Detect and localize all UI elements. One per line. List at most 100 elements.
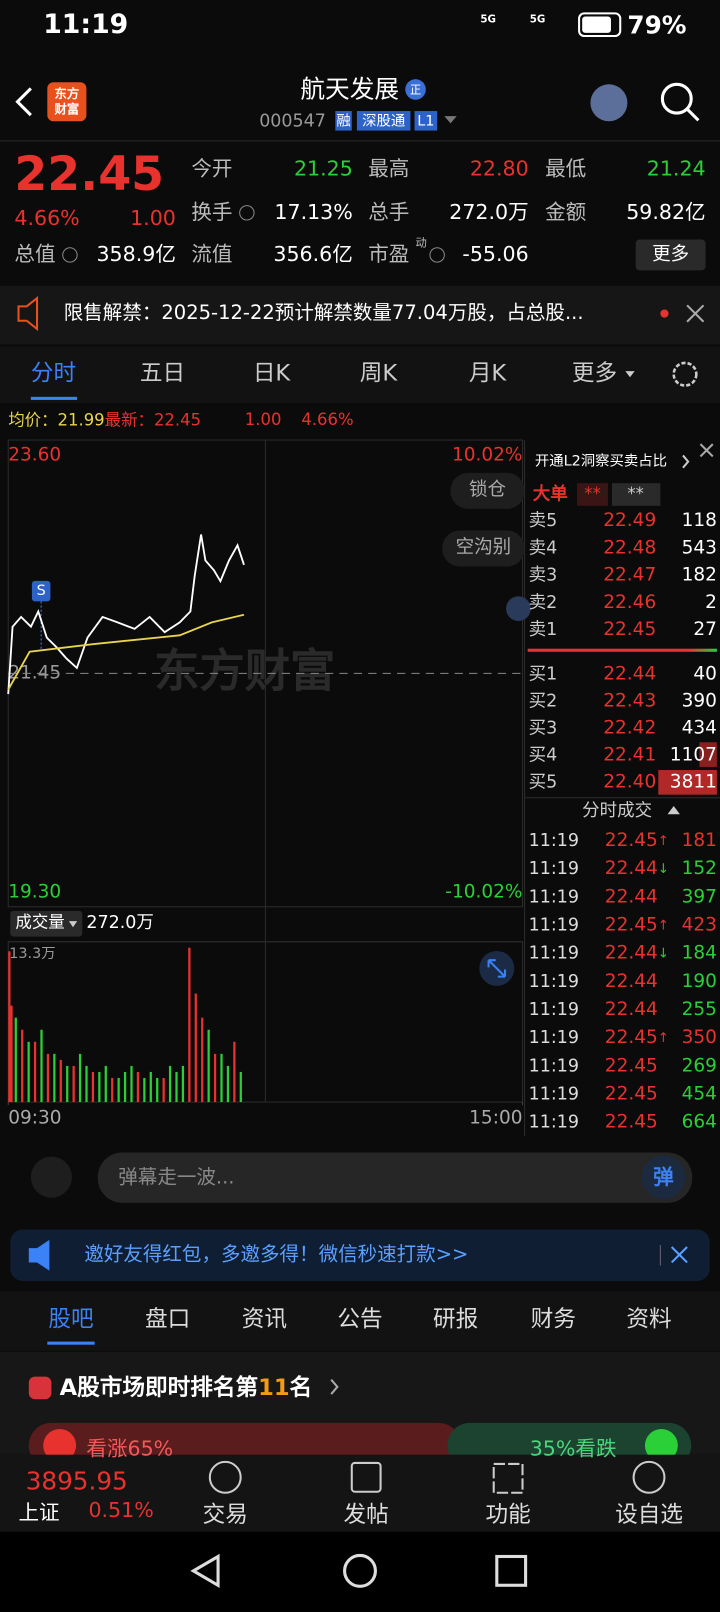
sections-bg (0, 1291, 720, 1351)
book-volume: 182 (682, 565, 717, 586)
section-tab[interactable]: 公告 (337, 1307, 382, 1333)
volume-bar (104, 1065, 107, 1103)
notice-bg (0, 285, 720, 345)
volume-bar (111, 1077, 114, 1103)
chart-tab[interactable]: 日K (253, 361, 292, 387)
system-home[interactable] (343, 1553, 377, 1588)
info-icon[interactable] (429, 247, 445, 263)
expand-glyph (487, 959, 507, 978)
book-volume: 40 (693, 663, 717, 684)
chart-tab[interactable]: 周K (360, 361, 399, 387)
section-tab[interactable]: 资讯 (242, 1307, 287, 1333)
volume-bar (233, 1041, 236, 1103)
book-price: 22.40 (603, 772, 656, 793)
section-tab[interactable]: 研报 (433, 1307, 478, 1333)
section-tab[interactable]: 股吧 (48, 1307, 93, 1333)
volume-bar (149, 1071, 152, 1103)
trade-price: 22.45 (605, 1083, 658, 1104)
chart-button[interactable]: 锁仓 (469, 479, 506, 500)
danmaku-button[interactable]: 弹 (653, 1165, 674, 1189)
banner-bg[interactable] (10, 1229, 710, 1281)
trade-time: 11:19 (529, 972, 579, 992)
bear-button[interactable] (644, 1429, 678, 1462)
assistant-icon[interactable] (590, 84, 628, 122)
chart-tab[interactable]: 月K (469, 361, 508, 387)
bear-pct: 35% (530, 1437, 576, 1461)
danmaku-button-bg[interactable] (641, 1155, 686, 1199)
book-volume: 1107 (670, 745, 717, 766)
volume-bar (201, 1017, 204, 1103)
more-button-bg[interactable] (635, 239, 706, 271)
system-back[interactable] (190, 1553, 220, 1588)
trade-price: 22.44 (605, 886, 658, 907)
nav-item[interactable]: 发帖 (344, 1502, 389, 1528)
more-button[interactable]: 更多 (652, 244, 689, 265)
danmaku-placeholder[interactable]: 弹幕走一波... (118, 1166, 234, 1189)
sort-icon (667, 806, 680, 815)
danmaku-input[interactable] (97, 1152, 693, 1203)
banner-text[interactable]: 邀好友得红包，多邀多得！微信秒速打款>> (84, 1243, 468, 1266)
field-label: 流值 (191, 242, 232, 266)
float-icon[interactable] (506, 596, 531, 621)
trade-volume: 255 (682, 999, 717, 1020)
x-tick-label: 09:30 (8, 1108, 61, 1129)
volume-bar (91, 1071, 95, 1103)
bull-button[interactable] (43, 1429, 77, 1462)
info-icon[interactable] (239, 205, 255, 221)
chevron[interactable] (330, 1378, 339, 1395)
trade-time: 11:19 (529, 831, 579, 851)
chart-button-bg[interactable] (450, 472, 525, 509)
index-change: 0.51% (88, 1498, 153, 1522)
avg-price: 21.99 (58, 410, 105, 429)
book-separator (527, 648, 717, 652)
chart-tab[interactable]: 五日 (140, 361, 185, 387)
search-icon[interactable] (660, 82, 693, 115)
tag-bg (414, 111, 438, 131)
close-button[interactable] (686, 304, 705, 323)
info-icon[interactable] (62, 247, 78, 263)
volume-bar (85, 1065, 88, 1103)
event-marker-bg[interactable] (31, 580, 51, 602)
field-value: 21.25 (294, 157, 353, 181)
section-tab[interactable]: 盘口 (145, 1307, 190, 1333)
chart-button-bg[interactable] (442, 530, 525, 567)
settings-icon[interactable] (672, 361, 698, 387)
trade-price-value: 22.45 (605, 830, 658, 851)
trades-title[interactable]: 分时成交 (582, 801, 652, 821)
price-line (7, 534, 245, 695)
app-logo (47, 82, 87, 122)
trade-volume: 397 (682, 886, 717, 907)
nav-item[interactable]: 功能 (485, 1502, 530, 1528)
chart-button[interactable]: 空沟别 (456, 537, 512, 558)
nav-icon (208, 1460, 242, 1494)
field-value: 358.9亿 (96, 242, 175, 266)
volume-label[interactable]: 成交量 (15, 913, 64, 932)
volume-bar (98, 1071, 101, 1103)
chart-tab[interactable]: 分时 (31, 361, 76, 387)
section-tab[interactable]: 资料 (626, 1307, 671, 1333)
system-recents[interactable] (495, 1554, 528, 1587)
book-level: 卖3 (529, 566, 558, 586)
book-price: 22.47 (603, 565, 656, 586)
close-button[interactable] (699, 443, 714, 458)
notice-text[interactable]: 限售解禁：2025-12-22预计解禁数量77.04万股，占总股... (64, 301, 584, 324)
trade-price: 22.44 (605, 971, 658, 992)
battery-icon (578, 12, 622, 38)
l2-promo[interactable]: 开通L2洞察买卖占比 (535, 452, 667, 470)
volume-bar (136, 1071, 140, 1103)
nav-item[interactable]: 设自选 (615, 1502, 683, 1528)
back-button[interactable] (15, 87, 32, 117)
danmaku-icon[interactable] (30, 1156, 72, 1198)
nav-item[interactable]: 交易 (203, 1502, 248, 1528)
chart-tab[interactable]: 更多 (572, 361, 617, 387)
section-underline (47, 1341, 95, 1345)
section-tab[interactable]: 财务 (531, 1307, 576, 1333)
volume-selector-bg[interactable] (10, 910, 83, 937)
book-level: 买4 (529, 746, 558, 766)
trade-price: 22.45 (605, 1112, 658, 1133)
event-marker[interactable]: S (37, 583, 46, 599)
close-button[interactable] (670, 1246, 688, 1264)
book-volume: 2 (705, 592, 717, 613)
